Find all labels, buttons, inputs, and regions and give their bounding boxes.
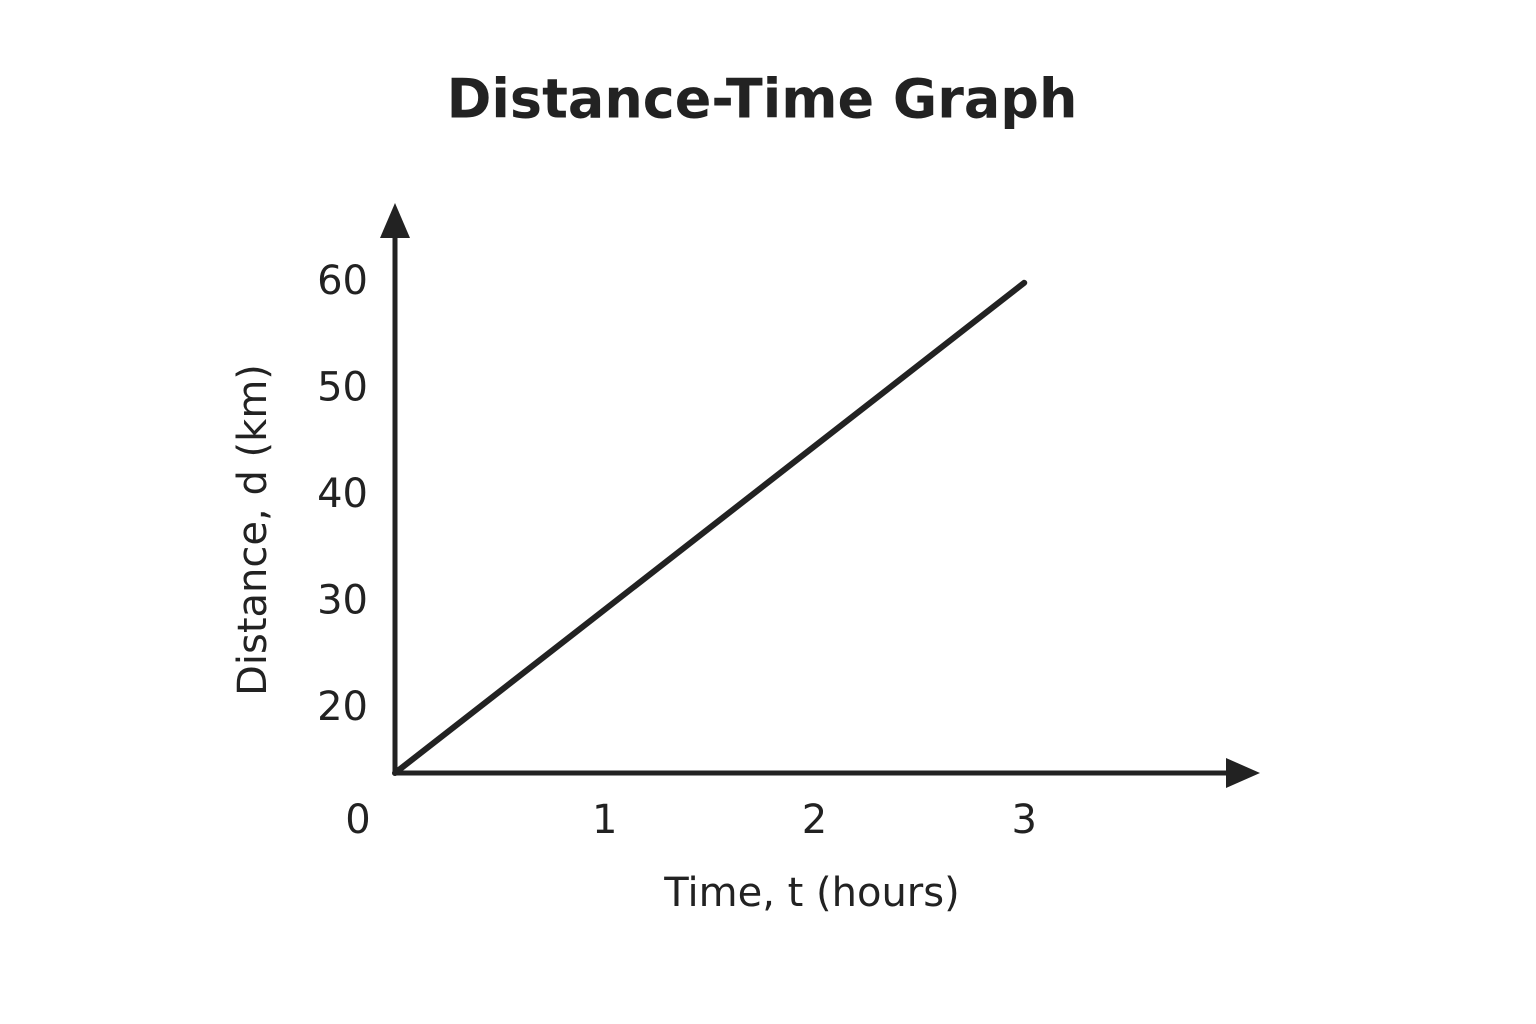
y-tick-label: 50 (317, 364, 368, 410)
chart-title: Distance-Time Graph (447, 68, 1078, 131)
y-tick-label: 40 (317, 471, 368, 517)
y-axis-label: Distance, d (km) (230, 364, 276, 696)
y-tick-label: 20 (317, 684, 368, 730)
x-tick-label: 3 (1012, 797, 1037, 843)
x-axis-label: Time, t (hours) (663, 870, 959, 916)
y-tick-label: 60 (317, 258, 368, 304)
data-line (392, 279, 1028, 776)
x-tick-label: 2 (802, 797, 827, 843)
x-tick-label: 1 (592, 797, 617, 843)
x-axis-arrow (1226, 758, 1260, 788)
y-tick-label: 30 (317, 577, 368, 623)
x-tick-label: 0 (345, 797, 370, 843)
y-axis-arrow (380, 203, 410, 238)
